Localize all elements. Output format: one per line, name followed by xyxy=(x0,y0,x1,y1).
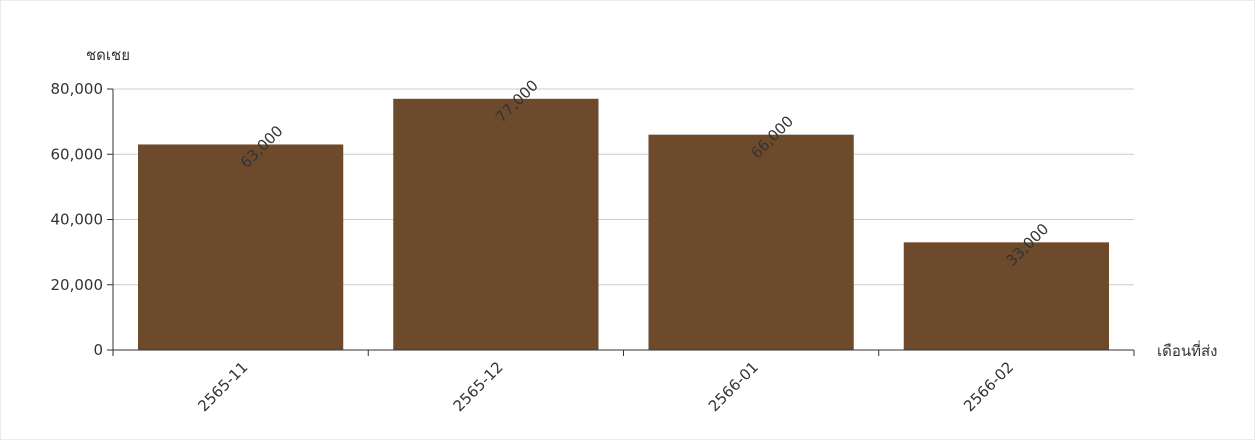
x-tick-label: 2565-12 xyxy=(450,358,507,415)
bar xyxy=(138,144,344,350)
y-tick-label: 60,000 xyxy=(51,145,104,163)
bars xyxy=(138,98,1109,350)
y-tick-label: 40,000 xyxy=(51,211,104,229)
bar xyxy=(393,98,599,350)
y-tick-label: 80,000 xyxy=(51,80,104,98)
y-axis-title: ชดเชย xyxy=(86,46,130,64)
y-tick-label: 20,000 xyxy=(51,276,104,294)
bar xyxy=(648,134,854,350)
x-axis-title: เดือนที่ส่ง xyxy=(1157,340,1218,360)
x-tick-label: 2565-11 xyxy=(194,358,251,415)
bar xyxy=(903,242,1109,350)
x-tick-label: 2566-01 xyxy=(705,358,762,415)
x-tick-label: 2566-02 xyxy=(960,358,1017,415)
y-tick-label: 0 xyxy=(93,341,103,359)
